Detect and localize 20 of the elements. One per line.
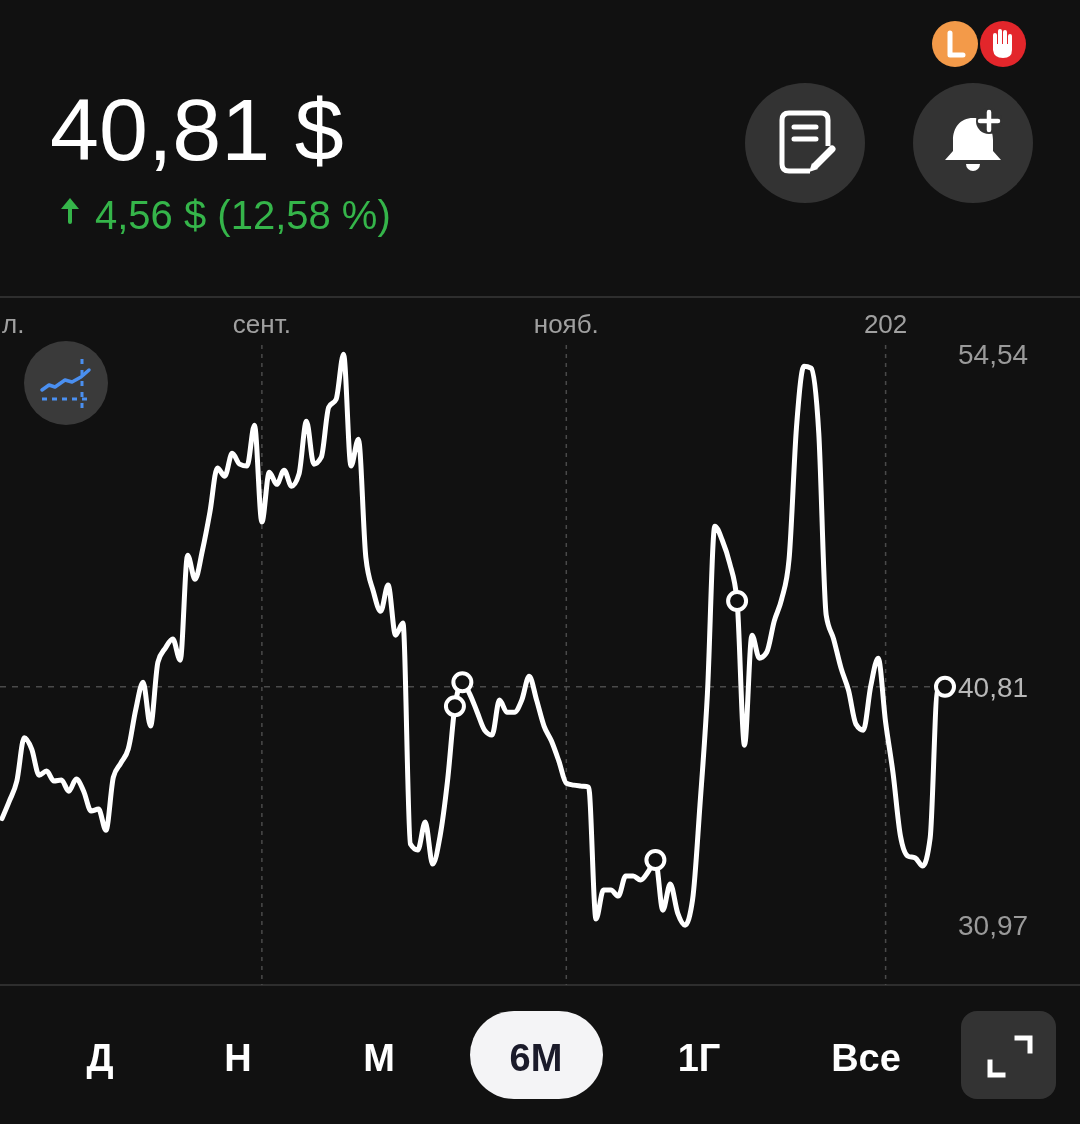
- y-tick-label: 30,97: [958, 910, 1029, 942]
- chart-title: 40,81 $: [50, 80, 344, 179]
- x-tick-label: сент.: [232, 309, 291, 339]
- text: Д: [86, 1037, 114, 1079]
- text: Все: [831, 1037, 901, 1079]
- point: [726, 590, 749, 613]
- text: 6М: [509, 1037, 563, 1079]
- point: [644, 849, 667, 871]
- y-tick-label: 54,54: [958, 339, 1029, 371]
- ref-line-label: 40,81: [958, 671, 1029, 703]
- text: М: [363, 1037, 395, 1079]
- point: [451, 671, 474, 694]
- point: [934, 675, 956, 698]
- text: Н: [224, 1037, 252, 1079]
- chart-subtitle: 4,56 $ (12,58 %): [95, 193, 391, 237]
- text: 1Г: [677, 1037, 721, 1079]
- x-tick-label: 202: [863, 309, 908, 339]
- point: [443, 695, 466, 718]
- x-tick-label: нояб.: [533, 309, 599, 339]
- annotation: л.: [2, 309, 25, 339]
